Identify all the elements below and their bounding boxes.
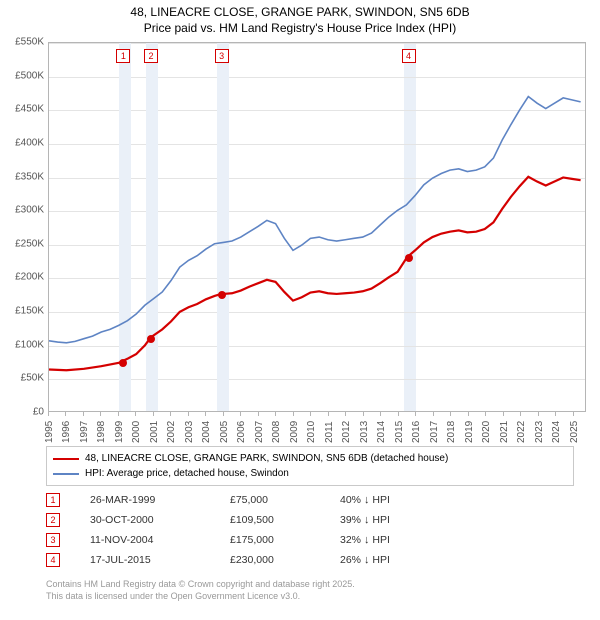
x-tick-label: 1996 (61, 421, 72, 443)
x-tick-label: 2012 (341, 421, 352, 443)
x-tick-label: 2022 (516, 421, 527, 443)
x-tick-label: 2003 (184, 421, 195, 443)
legend-label-hpi: HPI: Average price, detached house, Swin… (85, 468, 289, 479)
chart: £0 £50K £100K £150K £200K £250K £300K £350K £400… (4, 42, 596, 442)
y-tick-label: £250K (15, 238, 44, 249)
x-tick-label: 1999 (114, 421, 125, 443)
x-tick-label: 2013 (359, 421, 370, 443)
sale-dot (119, 359, 127, 367)
footnote-line2: This data is licensed under the Open Gov… (46, 590, 574, 602)
sales-row-marker: 4 (46, 553, 60, 567)
legend-swatch-hpi (53, 473, 79, 475)
sales-row-delta: 32% ↓ HPI (340, 534, 450, 546)
x-tick-label: 2007 (254, 421, 265, 443)
x-tick-label: 2001 (149, 421, 160, 443)
x-tick-label: 2023 (534, 421, 545, 443)
sales-row: 1 26-MAR-1999£75,00040% ↓ HPI (46, 490, 574, 510)
x-tick-label: 2018 (446, 421, 457, 443)
x-tick-label: 2011 (324, 421, 335, 443)
y-tick-label: £550K (15, 37, 44, 48)
y-tick-label: £400K (15, 137, 44, 148)
legend-label-property: 48, LINEACRE CLOSE, GRANGE PARK, SWINDON… (85, 453, 448, 464)
y-tick-label: £50K (21, 373, 44, 384)
x-tick-label: 1998 (96, 421, 107, 443)
x-tick-label: 2020 (481, 421, 492, 443)
x-tick-label: 2000 (131, 421, 142, 443)
sales-row-date: 11-NOV-2004 (90, 534, 230, 546)
sales-row-price: £230,000 (230, 554, 340, 566)
sales-row-price: £75,000 (230, 494, 340, 506)
sales-row-price: £175,000 (230, 534, 340, 546)
x-tick-label: 2010 (306, 421, 317, 443)
x-tick-label: 2016 (411, 421, 422, 443)
x-tick-label: 2004 (201, 421, 212, 443)
x-tick-label: 2015 (394, 421, 405, 443)
sale-dot (147, 335, 155, 343)
x-axis-labels: 1995199619971998199920002001200220032004… (48, 414, 586, 442)
legend-row-hpi: HPI: Average price, detached house, Swin… (53, 466, 567, 481)
x-tick-label: 1997 (79, 421, 90, 443)
y-tick-label: £500K (15, 70, 44, 81)
x-tick-label: 2017 (429, 421, 440, 443)
sales-row-marker: 1 (46, 493, 60, 507)
series-hpi (49, 97, 581, 343)
x-tick-label: 2006 (236, 421, 247, 443)
sales-row: 4 17-JUL-2015£230,00026% ↓ HPI (46, 550, 574, 570)
sale-dot (405, 254, 413, 262)
y-tick-label: £0 (33, 407, 44, 418)
y-axis-labels: £0£50K£100K£150K£200K£250K£300K£350K£400… (4, 42, 46, 412)
x-tick-label: 1995 (44, 421, 55, 443)
sales-row-marker: 2 (46, 513, 60, 527)
legend-swatch-property (53, 458, 79, 460)
sales-row-delta: 40% ↓ HPI (340, 494, 450, 506)
title-line-address: 48, LINEACRE CLOSE, GRANGE PARK, SWINDON… (0, 4, 600, 20)
sales-row-date: 30-OCT-2000 (90, 514, 230, 526)
series-property (49, 177, 581, 370)
sales-row-date: 26-MAR-1999 (90, 494, 230, 506)
x-tick-label: 2014 (376, 421, 387, 443)
y-tick-label: £350K (15, 171, 44, 182)
sales-row-delta: 26% ↓ HPI (340, 554, 450, 566)
footnote: Contains HM Land Registry data © Crown c… (46, 578, 574, 602)
sale-marker: 2 (144, 49, 158, 63)
title-line-subtitle: Price paid vs. HM Land Registry's House … (0, 20, 600, 36)
sales-row: 3 11-NOV-2004£175,00032% ↓ HPI (46, 530, 574, 550)
x-tick-label: 2005 (219, 421, 230, 443)
sales-table: 1 26-MAR-1999£75,00040% ↓ HPI 2 30-OCT-2000… (46, 490, 574, 570)
y-tick-label: £200K (15, 272, 44, 283)
sale-dot (218, 291, 226, 299)
legend: 48, LINEACRE CLOSE, GRANGE PARK, SWINDON… (46, 446, 574, 486)
sales-row-marker: 3 (46, 533, 60, 547)
x-tick-label: 2024 (551, 421, 562, 443)
sales-row: 2 30-OCT-2000£109,50039% ↓ HPI (46, 510, 574, 530)
y-tick-label: £300K (15, 205, 44, 216)
sale-marker: 3 (215, 49, 229, 63)
chart-lines-svg (49, 43, 585, 411)
y-tick-label: £100K (15, 339, 44, 350)
sales-row-delta: 39% ↓ HPI (340, 514, 450, 526)
chart-title-block: 48, LINEACRE CLOSE, GRANGE PARK, SWINDON… (0, 0, 600, 36)
sale-marker: 1 (116, 49, 130, 63)
sales-row-price: £109,500 (230, 514, 340, 526)
x-tick-label: 2009 (289, 421, 300, 443)
sale-marker: 4 (402, 49, 416, 63)
x-tick-label: 2025 (569, 421, 580, 443)
legend-row-property: 48, LINEACRE CLOSE, GRANGE PARK, SWINDON… (53, 451, 567, 466)
x-tick-label: 2021 (499, 421, 510, 443)
x-tick-label: 2008 (271, 421, 282, 443)
sales-row-date: 17-JUL-2015 (90, 554, 230, 566)
y-tick-label: £150K (15, 306, 44, 317)
plot-area: 12 3 4 (48, 42, 586, 412)
x-tick-label: 2002 (166, 421, 177, 443)
footnote-line1: Contains HM Land Registry data © Crown c… (46, 578, 574, 590)
x-tick-label: 2019 (464, 421, 475, 443)
y-tick-label: £450K (15, 104, 44, 115)
